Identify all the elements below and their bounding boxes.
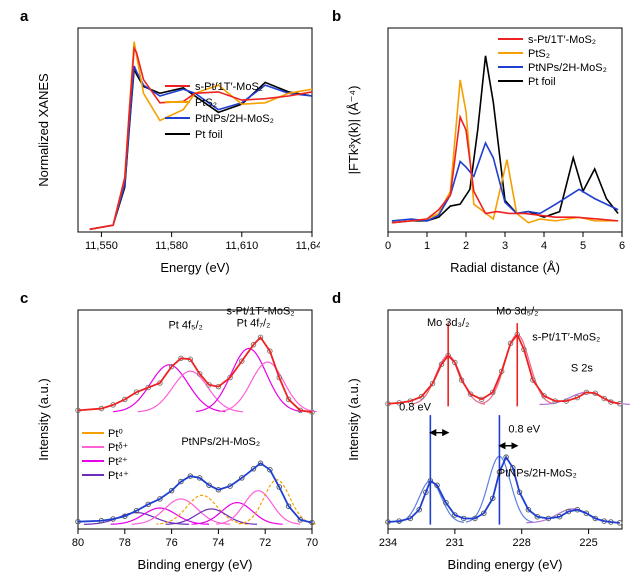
svg-text:3: 3 bbox=[502, 240, 508, 252]
svg-text:70: 70 bbox=[306, 537, 318, 549]
svg-text:0.8 eV: 0.8 eV bbox=[508, 424, 540, 436]
svg-text:78: 78 bbox=[119, 537, 131, 549]
svg-text:s-Pt/1T′-MoS₂: s-Pt/1T′-MoS₂ bbox=[532, 332, 600, 344]
svg-text:6: 6 bbox=[619, 240, 625, 252]
svg-text:0: 0 bbox=[385, 240, 391, 252]
svg-text:72: 72 bbox=[259, 537, 271, 549]
svg-text:Pt 4f₅/₂: Pt 4f₅/₂ bbox=[168, 319, 202, 331]
svg-text:PtNPs/2H-MoS₂: PtNPs/2H-MoS₂ bbox=[181, 436, 260, 448]
svg-text:Pt⁰: Pt⁰ bbox=[108, 428, 123, 440]
svg-text:234: 234 bbox=[379, 537, 397, 549]
svg-text:80: 80 bbox=[72, 537, 84, 549]
figure: a b c d 11,55011,58011,61011,640Energy (… bbox=[0, 0, 639, 585]
svg-text:Pt 4f₇/₂: Pt 4f₇/₂ bbox=[237, 317, 271, 329]
svg-text:2: 2 bbox=[463, 240, 469, 252]
svg-text:11,610: 11,610 bbox=[225, 240, 258, 252]
panel-d: 234 231 228 225 Binding energy (eV) Intensity… bbox=[340, 298, 630, 573]
svg-text:Binding energy (eV): Binding energy (eV) bbox=[138, 557, 253, 572]
svg-text:11,580: 11,580 bbox=[155, 240, 188, 252]
svg-text:Pt⁴⁺: Pt⁴⁺ bbox=[108, 470, 129, 482]
panel-c-label: c bbox=[20, 290, 28, 307]
svg-text:Pt foil: Pt foil bbox=[195, 129, 223, 141]
svg-text:PtS₂: PtS₂ bbox=[195, 97, 217, 109]
svg-text:s-Pt/1T′-MoS₂: s-Pt/1T′-MoS₂ bbox=[226, 306, 294, 318]
svg-text:225: 225 bbox=[579, 537, 597, 549]
svg-text:s-Pt/1T′-MoS₂: s-Pt/1T′-MoS₂ bbox=[528, 34, 596, 46]
svg-text:Intensity (a.u.): Intensity (a.u.) bbox=[36, 378, 51, 460]
svg-text:74: 74 bbox=[212, 537, 224, 549]
svg-text:S 2s: S 2s bbox=[571, 362, 594, 374]
svg-text:5: 5 bbox=[580, 240, 586, 252]
svg-text:PtNPs/2H-MoS₂: PtNPs/2H-MoS₂ bbox=[528, 62, 607, 74]
svg-text:PtNPs/2H-MoS₂: PtNPs/2H-MoS₂ bbox=[195, 113, 274, 125]
svg-text:Pt foil: Pt foil bbox=[528, 76, 556, 88]
svg-text:Normalized XANES: Normalized XANES bbox=[36, 73, 51, 187]
svg-text:0.8 eV: 0.8 eV bbox=[399, 402, 431, 414]
svg-text:s-Pt/1T′-MoS₂: s-Pt/1T′-MoS₂ bbox=[195, 81, 263, 93]
panel-b: 0 1 2 3 4 5 6 Radial distance (Å) |FTk³χ(k)| (Å⁻… bbox=[340, 16, 630, 276]
svg-text:228: 228 bbox=[513, 537, 531, 549]
svg-text:Binding energy (eV): Binding energy (eV) bbox=[448, 557, 563, 572]
svg-text:Mo 3d₅/₂: Mo 3d₅/₂ bbox=[496, 305, 538, 317]
svg-text:Mo 3d₃/₂: Mo 3d₃/₂ bbox=[427, 317, 469, 329]
panel-a-label: a bbox=[20, 8, 28, 25]
svg-text:Intensity (a.u.): Intensity (a.u.) bbox=[346, 378, 361, 460]
svg-text:Radial distance (Å): Radial distance (Å) bbox=[450, 260, 560, 275]
svg-text:11,640: 11,640 bbox=[296, 240, 320, 252]
svg-text:4: 4 bbox=[541, 240, 547, 252]
svg-text:PtS₂: PtS₂ bbox=[528, 48, 550, 60]
svg-text:Ptᵟ⁺: Ptᵟ⁺ bbox=[108, 442, 129, 454]
svg-text:11,550: 11,550 bbox=[85, 240, 118, 252]
svg-text:|FTk³χ(k)| (Å⁻⁴): |FTk³χ(k)| (Å⁻⁴) bbox=[346, 86, 361, 175]
svg-text:Pt²⁺: Pt²⁺ bbox=[108, 456, 128, 468]
panel-a: 11,550 11,580 11,610 11,640 Energy (eV) Norma… bbox=[30, 16, 320, 276]
svg-text:1: 1 bbox=[424, 240, 430, 252]
svg-text:231: 231 bbox=[446, 537, 464, 549]
svg-text:PtNPs/2H-MoS₂: PtNPs/2H-MoS₂ bbox=[498, 467, 577, 479]
svg-text:Energy (eV): Energy (eV) bbox=[160, 260, 229, 275]
panel-c: 80 78 76 74 72 70 Binding energy (eV) Intensity… bbox=[30, 298, 320, 573]
svg-text:76: 76 bbox=[165, 537, 177, 549]
